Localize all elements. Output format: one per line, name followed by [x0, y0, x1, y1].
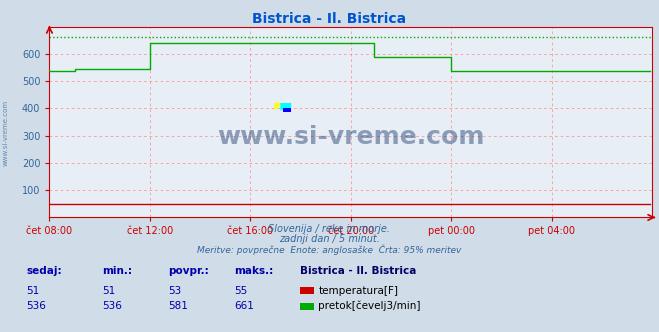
Text: 53: 53 [168, 286, 181, 296]
Polygon shape [274, 103, 283, 111]
Polygon shape [280, 103, 291, 111]
Text: min.:: min.: [102, 266, 132, 276]
Text: 536: 536 [102, 301, 122, 311]
Text: sedaj:: sedaj: [26, 266, 62, 276]
Text: www.si-vreme.com: www.si-vreme.com [2, 100, 9, 166]
Text: www.si-vreme.com: www.si-vreme.com [217, 125, 484, 149]
Text: 536: 536 [26, 301, 46, 311]
Text: maks.:: maks.: [234, 266, 273, 276]
Text: 55: 55 [234, 286, 247, 296]
Text: Bistrica - Il. Bistrica: Bistrica - Il. Bistrica [300, 266, 416, 276]
Text: 51: 51 [102, 286, 115, 296]
Text: Meritve: povprečne  Enote: anglosaške  Črta: 95% meritev: Meritve: povprečne Enote: anglosaške Črt… [197, 245, 462, 255]
Text: zadnji dan / 5 minut.: zadnji dan / 5 minut. [279, 234, 380, 244]
Text: pretok[čevelj3/min]: pretok[čevelj3/min] [318, 301, 421, 311]
Polygon shape [283, 108, 291, 112]
Text: povpr.:: povpr.: [168, 266, 209, 276]
Text: Bistrica - Il. Bistrica: Bistrica - Il. Bistrica [252, 12, 407, 26]
Text: 661: 661 [234, 301, 254, 311]
Text: temperatura[F]: temperatura[F] [318, 286, 398, 296]
Text: Slovenija / reke in morje.: Slovenija / reke in morje. [268, 224, 391, 234]
Text: 51: 51 [26, 286, 40, 296]
Text: 581: 581 [168, 301, 188, 311]
